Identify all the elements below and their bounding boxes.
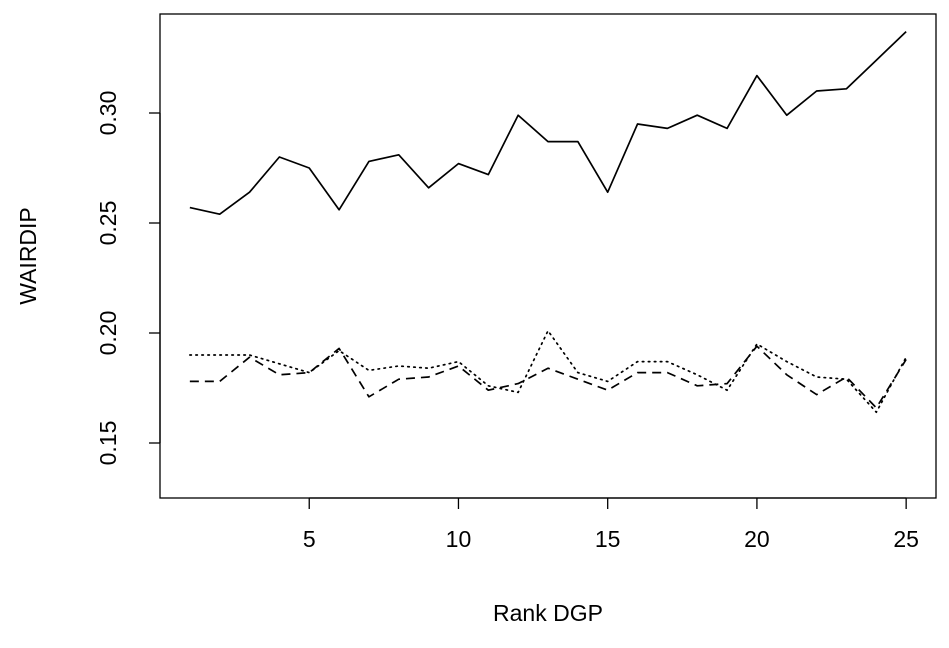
x-tick-label: 10	[446, 526, 472, 552]
y-tick-label: 0.30	[95, 91, 121, 136]
y-axis-title: WAIRDIP	[15, 207, 41, 305]
plot-frame	[159, 13, 937, 499]
y-tick-label: 0.15	[95, 421, 121, 466]
y-tick-label: 0.25	[95, 201, 121, 246]
x-tick-label: 5	[303, 526, 316, 552]
y-axis: 0.15 0.20 0.25 0.30	[95, 91, 161, 466]
y-tick-label: 0.20	[95, 311, 121, 356]
series-line-dotted	[189, 329, 908, 414]
x-tick-label: 20	[744, 526, 770, 552]
series-line-solid	[189, 30, 907, 216]
x-axis: 5 10 15 20 25	[303, 497, 919, 552]
x-axis-title: Rank DGP	[493, 600, 603, 626]
x-tick-label: 15	[595, 526, 621, 552]
series-line-dashed	[189, 345, 907, 409]
x-tick-label: 25	[893, 526, 919, 552]
series-layer	[189, 30, 908, 414]
